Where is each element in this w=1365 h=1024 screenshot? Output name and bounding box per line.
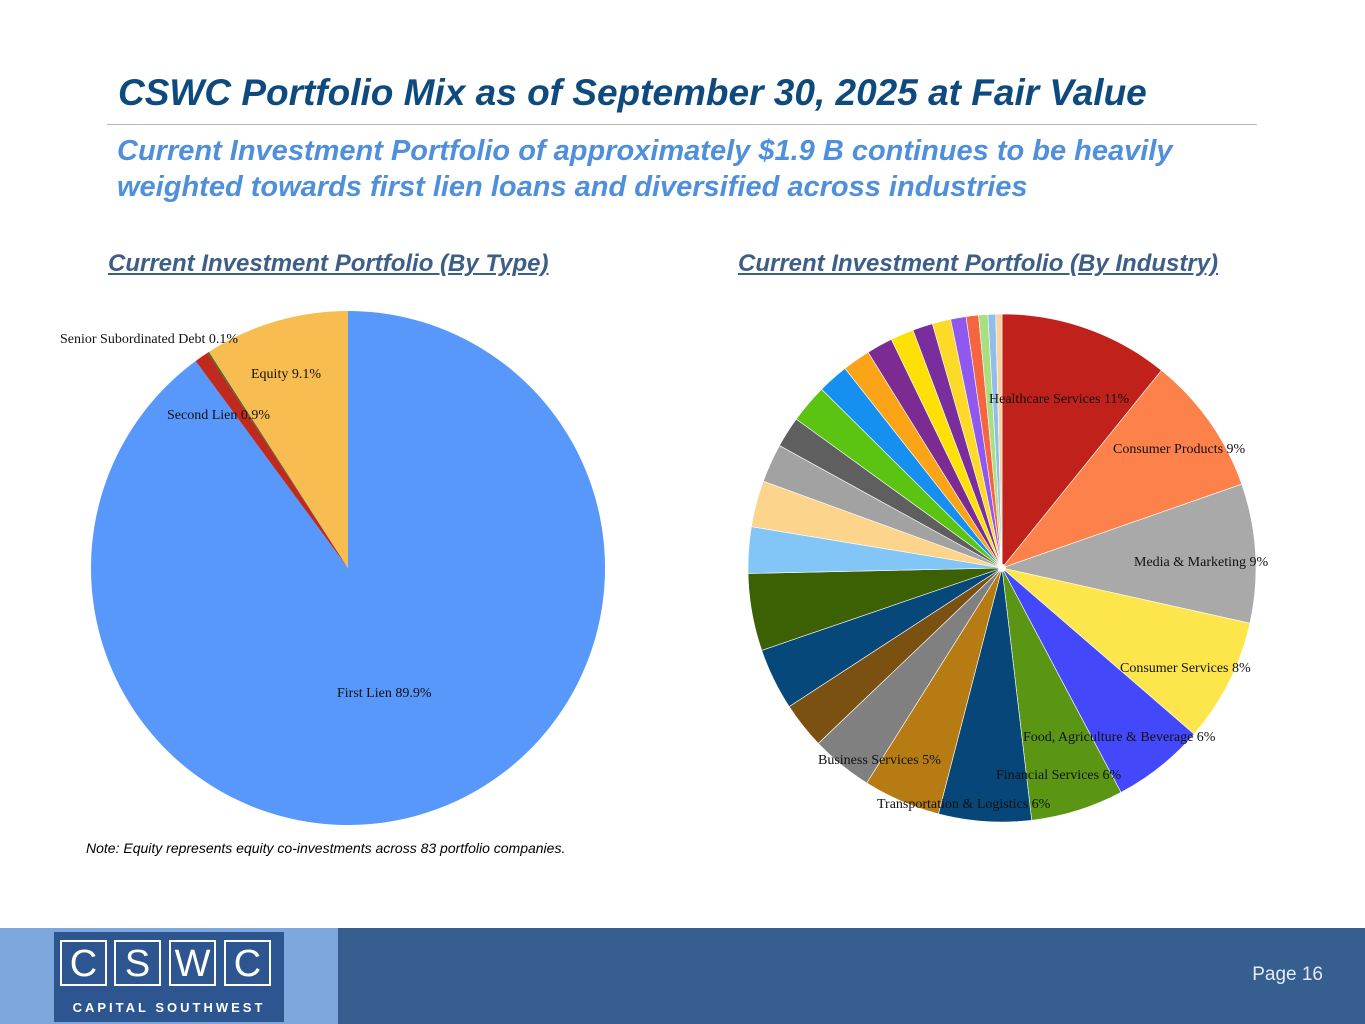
- pie-slice-senior-subordinated-debt: [207, 351, 348, 568]
- logo-subtitle: CAPITAL SOUTHWEST: [72, 1000, 266, 1015]
- pie-slice-media-marketing: [1000, 483, 1257, 624]
- page-title: CSWC Portfolio Mix as of September 30, 2…: [118, 72, 1147, 113]
- pie-center-hub: [998, 564, 1006, 572]
- logo-letter: C: [60, 940, 107, 986]
- slice-label: Consumer Products 9%: [1113, 442, 1246, 457]
- logo-letter: C: [224, 940, 271, 986]
- slice-label: Senior Subordinated Debt 0.1%: [60, 332, 238, 347]
- cswc-logo: C S W C CAPITAL SOUTHWEST: [54, 932, 284, 1022]
- slice-label: Media & Marketing 9%: [1134, 555, 1268, 570]
- pie-slice-equity: [208, 311, 348, 568]
- title-divider: [107, 124, 1257, 125]
- slice-label: Equity 9.1%: [251, 367, 321, 382]
- pie-chart-by-industry: Healthcare Services 11% Consumer Products…: [747, 313, 1268, 823]
- chart-title-by-industry: Current Investment Portfolio (By Industr…: [738, 250, 1219, 277]
- pie-chart-by-type: First Lien 89.9% Second Lien 0.9% Senior S…: [60, 311, 606, 825]
- slice-label: Transportation & Logistics 6%: [877, 797, 1051, 812]
- pie-slice-consumer-products: [1001, 369, 1243, 569]
- pie-slice-second-lien: [195, 352, 348, 568]
- slice-label: Consumer Services 8%: [1120, 661, 1251, 676]
- page-number: Page 16: [1252, 964, 1323, 985]
- slice-label: Healthcare Services 11%: [989, 392, 1130, 407]
- footnote: Note: Equity represents equity co-invest…: [86, 840, 566, 856]
- pie-slice-consumer-services: [1001, 567, 1251, 735]
- chart-title-by-type: Current Investment Portfolio (By Type): [108, 250, 549, 277]
- slice-label: Second Lien 0.9%: [167, 408, 270, 423]
- slice-label: First Lien 89.9%: [337, 686, 432, 701]
- slice-label: Food, Agriculture & Beverage 6%: [1023, 730, 1216, 745]
- slice-label: Financial Services 6%: [996, 768, 1122, 783]
- pie-slice: [995, 313, 1003, 569]
- pie-slice-first-lien: [91, 311, 606, 825]
- pie-slice-healthcare-services: [1001, 313, 1162, 569]
- slice-label: Business Services 5%: [818, 753, 941, 768]
- page-subtitle: Current Investment Portfolio of approxim…: [117, 135, 1173, 203]
- logo-letter: W: [169, 940, 216, 986]
- pie-charts: First Lien 89.9% Second Lien 0.9% Senior S…: [60, 311, 1268, 825]
- logo-letter: S: [114, 940, 161, 986]
